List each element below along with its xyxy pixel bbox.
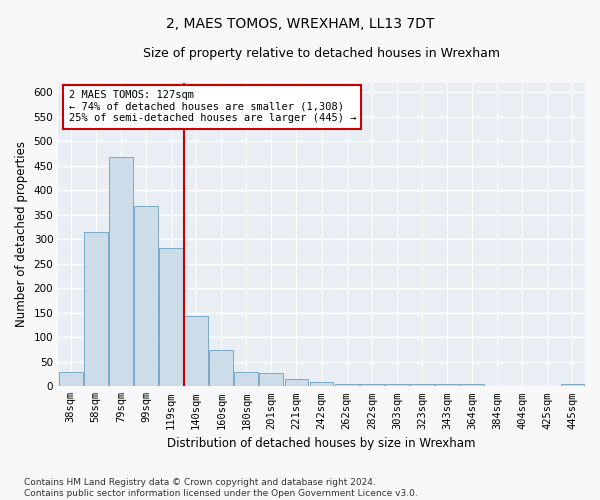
Title: Size of property relative to detached houses in Wrexham: Size of property relative to detached ho… [143,48,500,60]
Text: Contains HM Land Registry data © Crown copyright and database right 2024.
Contai: Contains HM Land Registry data © Crown c… [24,478,418,498]
Bar [159,248,183,386]
Bar [84,232,108,386]
Bar [385,384,409,386]
Y-axis label: Number of detached properties: Number of detached properties [15,142,28,328]
Bar [184,316,208,386]
Bar [134,206,158,386]
Bar [109,158,133,386]
Bar [209,350,233,387]
Text: 2 MAES TOMOS: 127sqm
← 74% of detached houses are smaller (1,308)
25% of semi-de: 2 MAES TOMOS: 127sqm ← 74% of detached h… [69,90,356,124]
Text: 2, MAES TOMOS, WREXHAM, LL13 7DT: 2, MAES TOMOS, WREXHAM, LL13 7DT [166,18,434,32]
Bar [59,372,83,386]
Bar [435,384,459,386]
Bar [259,373,283,386]
X-axis label: Distribution of detached houses by size in Wrexham: Distribution of detached houses by size … [167,437,476,450]
Bar [460,384,484,386]
Bar [310,382,334,386]
Bar [410,384,434,386]
Bar [560,384,584,386]
Bar [235,372,258,386]
Bar [335,384,359,386]
Bar [360,384,383,386]
Bar [284,379,308,386]
